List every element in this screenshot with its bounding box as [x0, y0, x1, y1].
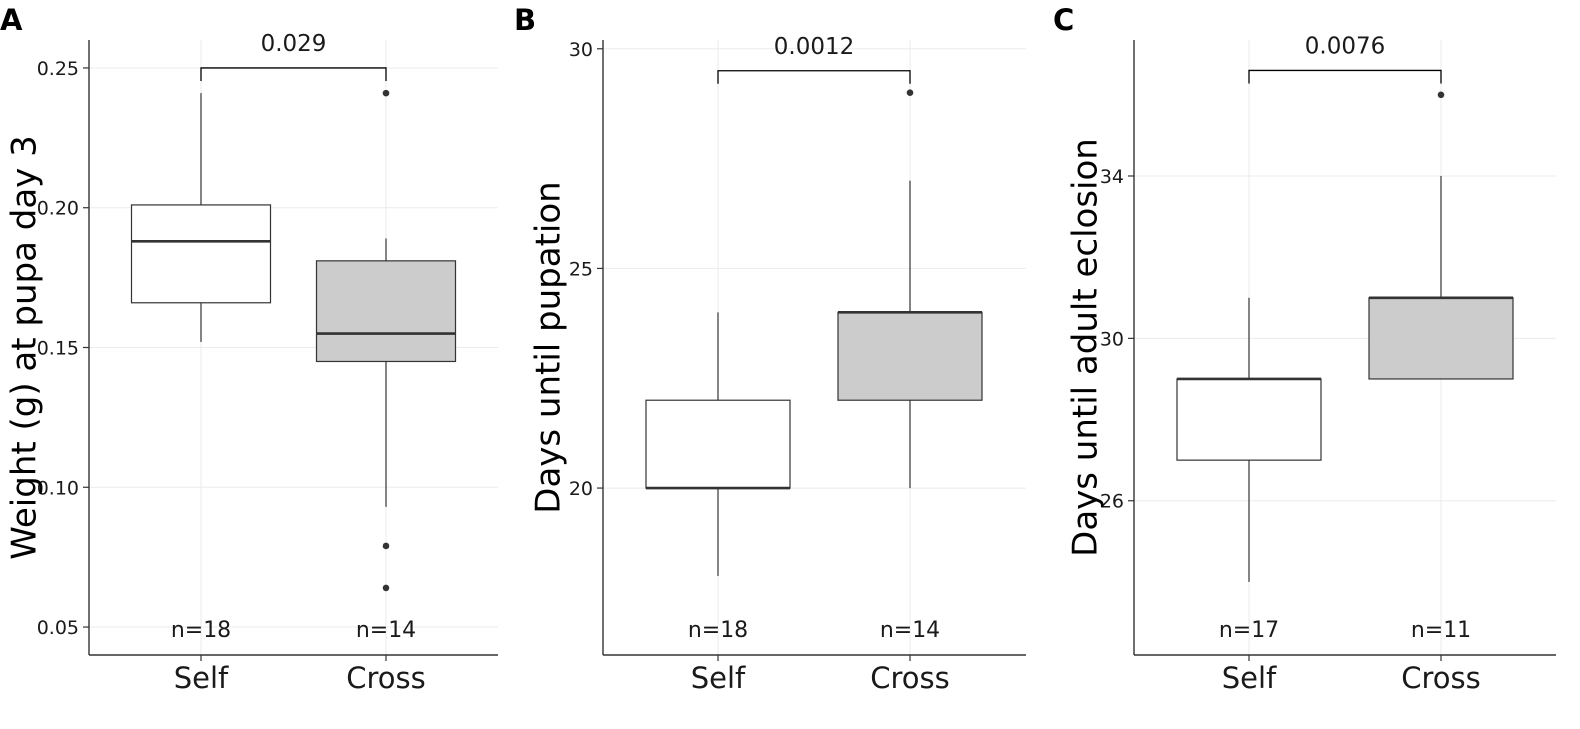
box-iqr: [645, 399, 791, 489]
n-label: n=18: [171, 618, 231, 643]
y-tick-label: 0.25: [37, 58, 79, 80]
y-axis-title: Days until pupation: [529, 181, 569, 513]
box-self: n=18: [645, 312, 791, 643]
box-iqr: [1368, 297, 1514, 380]
box-self: n=17: [1176, 297, 1322, 643]
x-tick-label: Cross: [346, 661, 426, 695]
significance-bracket: [717, 70, 911, 84]
outlier-point: [382, 89, 390, 97]
box-cross: n=14: [837, 89, 983, 643]
y-tick-label: 0.15: [37, 338, 79, 360]
panel-letter: A: [0, 3, 23, 37]
x-tick-label: Cross: [870, 661, 950, 695]
panel-letter: C: [1053, 3, 1074, 37]
y-tick-label: 34: [1100, 166, 1124, 188]
y-tick-label: 25: [569, 258, 593, 280]
panel-a: 0.05 0.10 0.15 0.20 0.25 n=18 Self n=14 Cross 0.0…: [0, 3, 498, 695]
outlier-point: [382, 584, 390, 592]
y-tick-label: 20: [569, 478, 593, 500]
p-value-label: 0.029: [261, 31, 327, 57]
outlier-point: [1437, 91, 1445, 99]
box-iqr: [315, 260, 457, 363]
n-label: n=17: [1219, 618, 1279, 643]
y-tick-label: 30: [569, 39, 593, 61]
box-iqr: [837, 311, 983, 401]
outlier-point: [382, 542, 390, 550]
panel-b: 20 25 30 n=18 Self n=14 Cross 0.0012 Days until …: [514, 3, 1026, 695]
p-value-label: 0.0076: [1305, 33, 1385, 59]
x-tick-label: Self: [1222, 661, 1277, 695]
box-cross: n=11: [1368, 91, 1514, 643]
y-axis-title: Days until adult eclosion: [1066, 138, 1106, 557]
significance-bracket: [200, 67, 387, 81]
y-axis-title: Weight (g) at pupa day 3: [5, 135, 45, 560]
y-tick-label: 30: [1100, 328, 1124, 350]
y-tick-label: 26: [1100, 491, 1124, 513]
box-cross: n=14: [315, 89, 457, 643]
x-tick-label: Self: [691, 661, 746, 695]
x-tick-label: Cross: [1401, 661, 1481, 695]
panel-letter: B: [514, 3, 536, 37]
panel-c: 26 30 34 n=17 Self n=11 Cross 0.0076 Days until …: [1053, 3, 1556, 695]
p-value-label: 0.0012: [774, 34, 854, 60]
n-label: n=14: [356, 618, 416, 643]
x-tick-label: Self: [174, 661, 229, 695]
n-label: n=11: [1411, 618, 1471, 643]
box-iqr: [130, 204, 272, 304]
n-label: n=14: [880, 618, 940, 643]
significance-bracket: [1248, 69, 1442, 84]
y-tick-label: 0.20: [37, 198, 79, 220]
outlier-point: [906, 89, 914, 97]
y-tick-label: 0.05: [37, 617, 79, 639]
box-iqr: [1176, 378, 1322, 461]
box-self: n=18: [130, 93, 272, 643]
y-tick-label: 0.10: [37, 477, 79, 499]
n-label: n=18: [688, 618, 748, 643]
